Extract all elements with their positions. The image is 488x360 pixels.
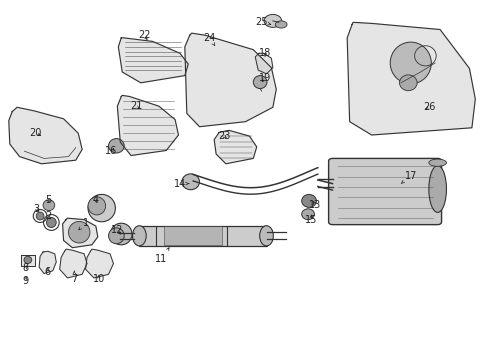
Text: 1: 1: [79, 218, 88, 230]
Polygon shape: [9, 107, 82, 164]
Text: 20: 20: [29, 128, 41, 138]
Polygon shape: [85, 249, 113, 278]
Text: 12: 12: [111, 225, 123, 235]
Polygon shape: [39, 251, 56, 274]
Text: 7: 7: [71, 271, 77, 284]
Ellipse shape: [110, 223, 132, 245]
Polygon shape: [346, 22, 474, 135]
Ellipse shape: [108, 228, 124, 244]
FancyBboxPatch shape: [328, 158, 441, 225]
Ellipse shape: [36, 212, 44, 220]
Polygon shape: [184, 33, 276, 127]
Polygon shape: [255, 53, 272, 74]
Polygon shape: [117, 95, 178, 156]
Ellipse shape: [301, 209, 314, 220]
Text: 22: 22: [138, 30, 150, 40]
Text: 21: 21: [129, 101, 142, 111]
Text: 15: 15: [305, 215, 317, 225]
Text: 4: 4: [92, 195, 98, 205]
Ellipse shape: [389, 42, 430, 84]
Text: 13: 13: [308, 200, 321, 210]
Ellipse shape: [108, 139, 124, 153]
Ellipse shape: [264, 14, 281, 27]
Text: 2: 2: [45, 211, 51, 221]
Text: 25: 25: [255, 17, 270, 27]
Polygon shape: [60, 249, 87, 278]
Text: 18: 18: [258, 48, 271, 58]
Text: 14: 14: [173, 179, 188, 189]
Ellipse shape: [24, 256, 32, 264]
Polygon shape: [214, 130, 256, 164]
Text: 26: 26: [422, 102, 435, 112]
Polygon shape: [118, 38, 188, 83]
Text: 5: 5: [45, 195, 51, 205]
Text: 11: 11: [155, 248, 169, 264]
Text: 17: 17: [401, 171, 416, 183]
Ellipse shape: [43, 200, 55, 211]
Polygon shape: [62, 218, 98, 248]
Ellipse shape: [428, 166, 446, 212]
Text: 6: 6: [45, 267, 51, 277]
Text: 3: 3: [34, 204, 40, 214]
Ellipse shape: [428, 159, 446, 166]
Text: 9: 9: [22, 276, 28, 286]
Text: 23: 23: [217, 131, 230, 141]
Bar: [163, 226, 222, 245]
Text: 24: 24: [203, 33, 215, 46]
Text: 16: 16: [105, 146, 118, 156]
Ellipse shape: [259, 226, 273, 246]
Text: 10: 10: [92, 274, 105, 284]
Ellipse shape: [399, 75, 416, 91]
Ellipse shape: [68, 221, 90, 243]
Text: 8: 8: [22, 263, 28, 273]
Ellipse shape: [182, 174, 199, 190]
Polygon shape: [20, 255, 35, 266]
Text: 19: 19: [258, 73, 271, 84]
Ellipse shape: [46, 217, 56, 228]
Ellipse shape: [275, 21, 286, 28]
Ellipse shape: [88, 197, 105, 215]
Ellipse shape: [88, 194, 115, 222]
Ellipse shape: [253, 76, 266, 89]
Bar: [139, 226, 266, 246]
Ellipse shape: [301, 194, 316, 207]
Ellipse shape: [132, 226, 146, 246]
